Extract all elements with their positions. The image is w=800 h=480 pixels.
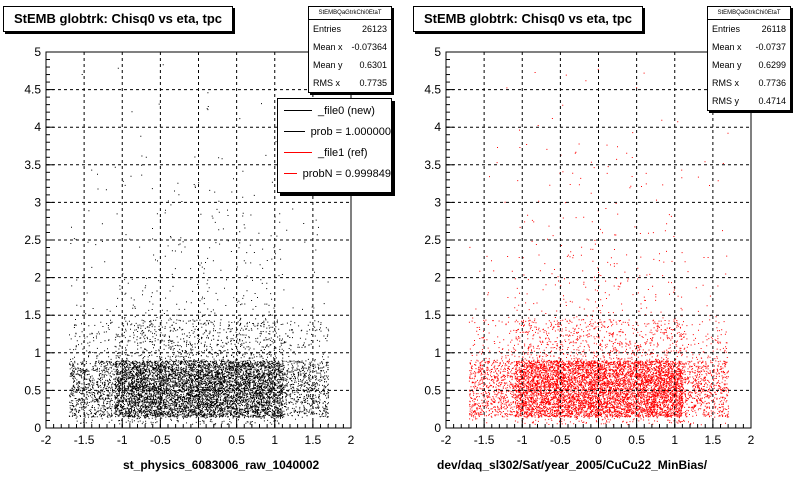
x-tick-label: 1: [271, 433, 278, 447]
y-tick-label: 0.5: [24, 383, 41, 397]
grid-lines: [46, 52, 351, 428]
y-tick-label: 4.5: [24, 83, 41, 97]
y-tick-label: 0: [34, 421, 41, 435]
scatter-points: [68, 64, 330, 426]
y-tick-label: 2: [34, 271, 41, 285]
y-tick-label: 3.5: [24, 158, 41, 172]
y-tick-label: 0.5: [424, 383, 441, 397]
legend-entry: probN = 0.999849: [278, 163, 391, 184]
x-tick-label: 0: [595, 433, 602, 447]
x-tick-label: -0.5: [150, 433, 171, 447]
stats-box-right: StEMBQaGtrkChi0EtaT Entries 26118 Mean x-…: [707, 6, 791, 111]
x-tick-label: 0.5: [628, 433, 645, 447]
y-tick-label: 1: [34, 346, 41, 360]
y-tick-label: 1.5: [424, 308, 441, 322]
stats-row: Mean x -0.07364: [313, 42, 387, 52]
y-tick-label: 3: [434, 195, 441, 209]
y-tick-label: 2.5: [424, 233, 441, 247]
x-tick-label: -2: [441, 433, 452, 447]
legend-entry: _file0 (new): [278, 100, 391, 121]
x-tick-label: 0: [195, 433, 202, 447]
legend-line-icon: [284, 152, 312, 153]
y-tick-label: 4: [434, 120, 441, 134]
stats-row: Mean y 0.6299: [712, 60, 786, 70]
stats-row: Entries 26118: [712, 24, 786, 34]
stats-row: RMS y 0.4714: [712, 96, 786, 106]
x-tick-label: -1: [117, 433, 128, 447]
y-tick-label: 3.5: [424, 158, 441, 172]
x-axis-title-right: dev/daq_sl302/Sat/year_2005/CuCu22_MinBi…: [437, 458, 708, 472]
x-tick-label: -1.5: [474, 433, 495, 447]
legend: _file0 (new) prob = 1.000000 _file1 (ref…: [277, 98, 392, 193]
x-tick-label: 1: [671, 433, 678, 447]
x-tick-label: -2: [41, 433, 52, 447]
legend-entry: _file1 (ref): [278, 142, 391, 163]
x-tick-label: 2: [748, 433, 755, 447]
x-tick-label: 0.5: [228, 433, 245, 447]
x-tick-label: -1: [517, 433, 528, 447]
x-tick-label: -0.5: [550, 433, 571, 447]
stats-header: StEMBQaGtrkChi0EtaT: [309, 7, 391, 20]
plot-title-left: StEMB globtrk: Chisq0 vs eta, tpc: [3, 6, 234, 32]
y-tick-label: 5: [34, 45, 41, 59]
y-tick-label: 1: [434, 346, 441, 360]
legend-entry: prob = 1.000000: [278, 121, 391, 142]
stats-box-left: StEMBQaGtrkChi0EtaT Entries 26123 Mean x-…: [308, 6, 392, 93]
x-tick-label: 1.5: [305, 433, 322, 447]
y-tick-label: 4: [34, 120, 41, 134]
y-tick-label: 5: [434, 45, 441, 59]
x-tick-label: 1.5: [705, 433, 722, 447]
stats-row: RMS x 0.7736: [712, 78, 786, 88]
scatter-points: [468, 68, 730, 426]
x-axis-title-left: st_physics_6083006_raw_1040002: [123, 458, 320, 472]
stats-row: Mean x -0.0737: [712, 42, 786, 52]
legend-line-icon: [284, 131, 305, 132]
grid-lines: [446, 52, 751, 428]
legend-line-icon: [284, 110, 312, 111]
y-tick-label: 2.5: [24, 233, 41, 247]
stats-row: Entries 26123: [313, 24, 387, 34]
legend-line-icon: [284, 173, 297, 174]
scatter-plot-ref: -2 -1.5 -1 -0.5 0 0.5 1 1.5 2 0 0.5 1 1.5 2 2.5 3 3.5 4 4.…: [424, 45, 755, 447]
y-tick-label: 3: [34, 195, 41, 209]
stats-row: RMS x 0.7735: [313, 78, 387, 88]
stats-header: StEMBQaGtrkChi0EtaT: [708, 7, 790, 20]
plot-title-right: StEMB globtrk: Chisq0 vs eta, tpc: [413, 6, 644, 32]
y-tick-label: 2: [434, 271, 441, 285]
y-tick-label: 4.5: [424, 83, 441, 97]
x-tick-label: 2: [348, 433, 355, 447]
y-tick-label: 1.5: [24, 308, 41, 322]
y-tick-label: 0: [434, 421, 441, 435]
x-tick-label: -1.5: [74, 433, 95, 447]
stats-row: Mean y 0.6301: [313, 60, 387, 70]
